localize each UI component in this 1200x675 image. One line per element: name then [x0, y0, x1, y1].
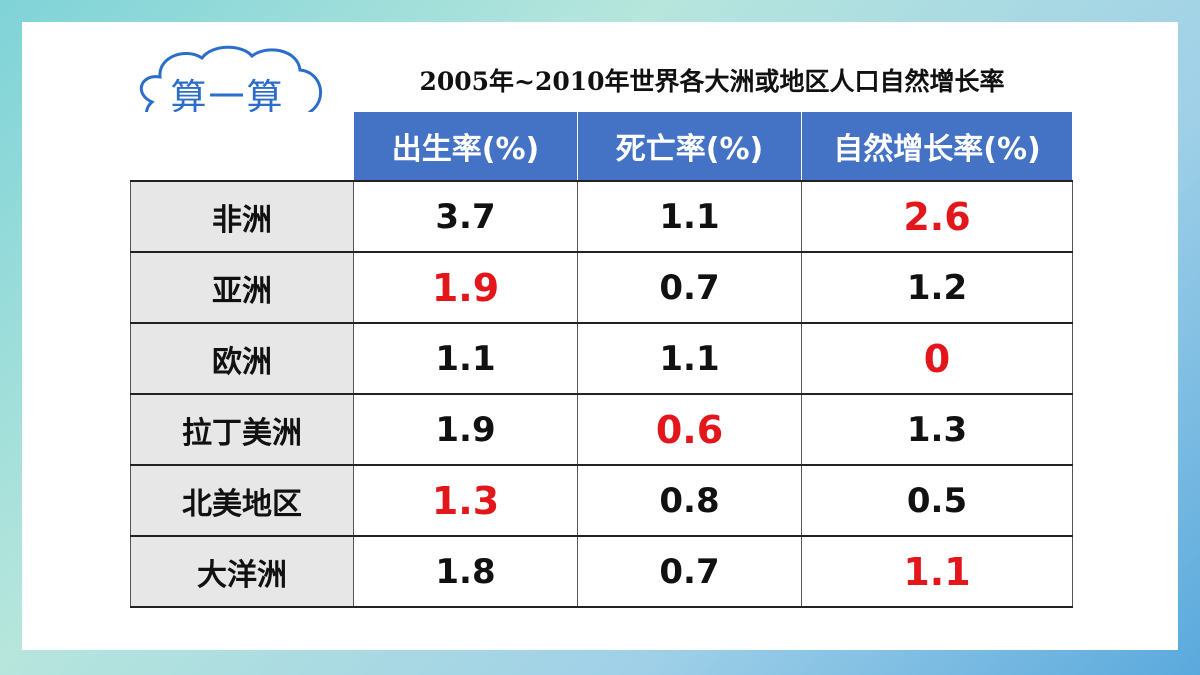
- table-row: 拉丁美洲 1.9 0.6 1.3: [130, 393, 1073, 466]
- birth-rate-cell: 1.9: [353, 393, 578, 466]
- death-rate-cell: 0.6: [577, 393, 802, 466]
- growth-rate-cell: 1.2: [801, 251, 1073, 324]
- table-row: 大洋洲 1.8 0.7 1.1: [130, 535, 1073, 608]
- growth-rate-cell: 0.5: [801, 464, 1073, 537]
- header-natural-growth-rate: 自然增长率(%): [801, 112, 1073, 181]
- table-row: 亚洲 1.9 0.7 1.2: [130, 251, 1073, 324]
- population-growth-table: 出生率(%) 死亡率(%) 自然增长率(%) 非洲 3.7 1.1 2.6 亚洲…: [130, 112, 1073, 608]
- header-birth-rate: 出生率(%): [353, 112, 578, 181]
- birth-rate-cell: 3.7: [353, 180, 578, 253]
- birth-rate-cell: 1.8: [353, 535, 578, 608]
- growth-rate-cell: 0: [801, 322, 1073, 395]
- region-cell: 非洲: [130, 180, 354, 253]
- table-row: 非洲 3.7 1.1 2.6: [130, 180, 1073, 253]
- table-row: 欧洲 1.1 1.1 0: [130, 322, 1073, 395]
- birth-rate-cell: 1.1: [353, 322, 578, 395]
- region-cell: 北美地区: [130, 464, 354, 537]
- death-rate-cell: 0.7: [577, 251, 802, 324]
- table-row: 北美地区 1.3 0.8 0.5: [130, 464, 1073, 537]
- growth-rate-cell: 2.6: [801, 180, 1073, 253]
- birth-rate-cell: 1.9: [353, 251, 578, 324]
- death-rate-cell: 1.1: [577, 322, 802, 395]
- bubble-label: 算一算: [170, 77, 285, 118]
- growth-rate-cell: 1.3: [801, 393, 1073, 466]
- birth-rate-cell: 1.3: [353, 464, 578, 537]
- table-corner-cell: [130, 112, 354, 181]
- header-death-rate: 死亡率(%): [577, 112, 802, 181]
- region-cell: 欧洲: [130, 322, 354, 395]
- death-rate-cell: 1.1: [577, 180, 802, 253]
- page-title: 2005年~2010年世界各大洲或地区人口自然增长率: [419, 67, 1005, 96]
- growth-rate-cell: 1.1: [801, 535, 1073, 608]
- table-header-row: 出生率(%) 死亡率(%) 自然增长率(%): [130, 112, 1073, 181]
- death-rate-cell: 0.7: [577, 535, 802, 608]
- region-cell: 大洋洲: [130, 535, 354, 608]
- region-cell: 拉丁美洲: [130, 393, 354, 466]
- region-cell: 亚洲: [130, 251, 354, 324]
- death-rate-cell: 0.8: [577, 464, 802, 537]
